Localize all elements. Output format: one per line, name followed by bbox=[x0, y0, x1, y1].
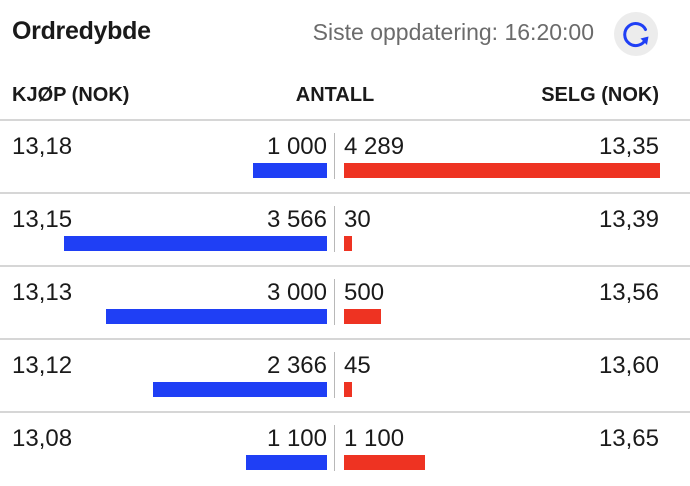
buy-quantity: 1 100 bbox=[266, 425, 327, 452]
sell-depth-bar bbox=[344, 455, 425, 470]
buy-price: 13,12 bbox=[12, 352, 73, 379]
order-row: 13,08 1 100 1 100 13,65 bbox=[0, 411, 690, 484]
order-row: 13,12 2 366 45 13,60 bbox=[0, 338, 690, 411]
last-update-text: Siste oppdatering: 16:20:00 bbox=[312, 19, 594, 45]
buy-quantity: 3 000 bbox=[266, 279, 327, 306]
buy-depth-bar bbox=[106, 309, 327, 324]
buy-price: 13,13 bbox=[12, 279, 73, 306]
buy-quantity: 1 000 bbox=[266, 133, 327, 160]
buy-quantity: 3 566 bbox=[266, 206, 327, 233]
header: Ordredybde Siste oppdatering: 16:20:00 bbox=[0, 0, 690, 68]
sell-price: 13,65 bbox=[598, 425, 659, 452]
column-header-quantity: ANTALL bbox=[295, 84, 375, 106]
order-book: 13,18 1 000 4 289 13,35 13,15 3 566 30 1… bbox=[0, 119, 690, 484]
column-header-sell: SELG (NOK) bbox=[541, 84, 659, 106]
sell-depth-bar bbox=[344, 309, 381, 324]
sell-depth-bar bbox=[344, 236, 352, 251]
buy-quantity: 2 366 bbox=[266, 352, 327, 379]
sell-quantity: 500 bbox=[344, 279, 385, 306]
sell-depth-bar bbox=[344, 382, 352, 397]
divider bbox=[334, 133, 335, 179]
sell-depth-bar bbox=[344, 163, 660, 178]
divider bbox=[334, 279, 335, 325]
sell-price: 13,56 bbox=[598, 279, 659, 306]
sell-quantity: 4 289 bbox=[344, 133, 405, 160]
divider bbox=[334, 206, 335, 252]
order-row: 13,15 3 566 30 13,39 bbox=[0, 192, 690, 265]
sell-quantity: 30 bbox=[344, 206, 371, 233]
buy-price: 13,08 bbox=[12, 425, 73, 452]
sell-quantity: 1 100 bbox=[344, 425, 405, 452]
buy-depth-bar bbox=[246, 455, 327, 470]
refresh-button[interactable] bbox=[614, 12, 658, 56]
order-row: 13,18 1 000 4 289 13,35 bbox=[0, 119, 690, 192]
sell-quantity: 45 bbox=[344, 352, 371, 379]
sell-price: 13,35 bbox=[598, 133, 659, 160]
column-header-buy: KJØP (NOK) bbox=[12, 84, 130, 106]
page-title: Ordredybde bbox=[12, 17, 151, 45]
sell-price: 13,60 bbox=[598, 352, 659, 379]
order-row: 13,13 3 000 500 13,56 bbox=[0, 265, 690, 338]
divider bbox=[334, 425, 335, 471]
buy-depth-bar bbox=[253, 163, 327, 178]
refresh-icon bbox=[623, 22, 649, 48]
buy-depth-bar bbox=[153, 382, 327, 397]
buy-price: 13,18 bbox=[12, 133, 73, 160]
divider bbox=[334, 352, 335, 398]
buy-depth-bar bbox=[64, 236, 327, 251]
buy-price: 13,15 bbox=[12, 206, 73, 233]
sell-price: 13,39 bbox=[598, 206, 659, 233]
